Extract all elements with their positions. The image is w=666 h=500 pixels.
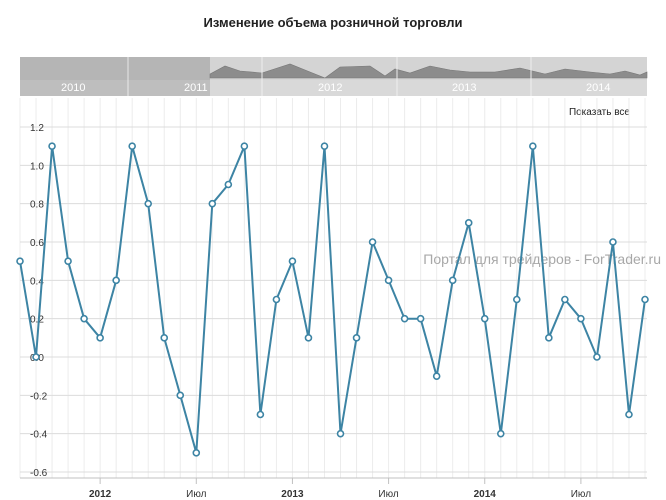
data-point[interactable] — [320, 142, 329, 150]
data-point[interactable] — [272, 295, 281, 304]
data-point[interactable] — [16, 257, 24, 265]
data-point[interactable] — [240, 142, 249, 150]
data-point[interactable] — [416, 314, 425, 323]
y-tick-label: 0.2 — [30, 315, 44, 326]
y-tick-label: 0.6 — [30, 238, 44, 249]
navigator-label: 2014 — [586, 82, 610, 94]
data-point[interactable] — [192, 449, 201, 457]
navigator-label: 2011 — [184, 82, 208, 94]
horizontal-gridlines — [20, 126, 647, 473]
y-tick-label: 1.0 — [30, 161, 44, 172]
y-tick-label: -0.4 — [30, 430, 48, 441]
x-tick-label: Июл — [571, 489, 591, 500]
navigator-mini-series — [209, 63, 648, 79]
data-point[interactable] — [432, 372, 441, 380]
series-line — [19, 145, 646, 454]
data-point[interactable] — [384, 276, 393, 285]
data-point[interactable] — [496, 429, 505, 438]
navigator-label: 2010 — [61, 82, 85, 94]
vertical-gridlines — [19, 98, 646, 478]
navigator-label: 2013 — [452, 82, 476, 94]
data-point[interactable] — [561, 295, 569, 304]
data-point[interactable] — [224, 180, 233, 189]
data-point[interactable] — [48, 142, 56, 150]
navigator-label: 2012 — [318, 82, 342, 94]
x-axis: 2012 Июл 2013 Июл 2014 Июл — [89, 478, 591, 500]
data-point[interactable] — [464, 219, 473, 227]
data-point[interactable] — [352, 334, 361, 342]
y-tick-label: 1.2 — [30, 123, 44, 134]
y-tick-label: 0.4 — [30, 276, 44, 287]
data-point[interactable] — [256, 410, 265, 419]
data-point[interactable] — [80, 314, 88, 323]
chart-title: Изменение объема розничной торговли — [203, 15, 462, 30]
data-point[interactable] — [176, 391, 185, 400]
data-point[interactable] — [96, 334, 104, 342]
y-axis: 1.21.00.80.60.40.20.0-0.2-0.4-0.6 — [30, 123, 48, 479]
navigator-label-band — [20, 80, 647, 96]
y-tick-label: -0.2 — [30, 391, 48, 402]
x-tick-label: Июл — [186, 489, 206, 500]
data-point[interactable] — [593, 353, 601, 361]
navigator[interactable]: 2010 2011 2012 2013 2014 — [20, 57, 648, 96]
data-point[interactable] — [625, 410, 633, 419]
data-point[interactable] — [304, 334, 313, 342]
data-point[interactable] — [112, 276, 120, 285]
data-point[interactable] — [480, 314, 489, 323]
data-point[interactable] — [368, 238, 377, 246]
data-point[interactable] — [336, 429, 345, 438]
data-point[interactable] — [512, 295, 521, 304]
data-point[interactable] — [160, 334, 169, 342]
y-tick-label: 0.8 — [30, 200, 44, 211]
data-point[interactable] — [144, 199, 153, 208]
data-point[interactable] — [609, 238, 617, 246]
data-point[interactable] — [545, 334, 553, 342]
x-tick-label: 2014 — [474, 489, 497, 500]
y-tick-label: -0.6 — [30, 468, 48, 479]
x-tick-label: Июл — [378, 489, 398, 500]
series-path — [19, 145, 646, 454]
data-point[interactable] — [288, 257, 297, 265]
data-point[interactable] — [641, 295, 649, 304]
series-markers — [16, 142, 649, 457]
show-all-button[interactable]: Показать все — [569, 107, 630, 118]
x-tick-label: 2013 — [281, 489, 304, 500]
data-point[interactable] — [208, 199, 217, 208]
navigator-unselected-range — [20, 57, 210, 96]
data-point[interactable] — [64, 257, 72, 265]
data-point[interactable] — [448, 276, 457, 285]
data-point[interactable] — [128, 142, 136, 150]
data-point[interactable] — [32, 353, 40, 361]
data-point[interactable] — [577, 314, 585, 323]
x-tick-label: 2012 — [89, 489, 112, 500]
data-point[interactable] — [529, 142, 537, 150]
data-point[interactable] — [400, 314, 409, 323]
